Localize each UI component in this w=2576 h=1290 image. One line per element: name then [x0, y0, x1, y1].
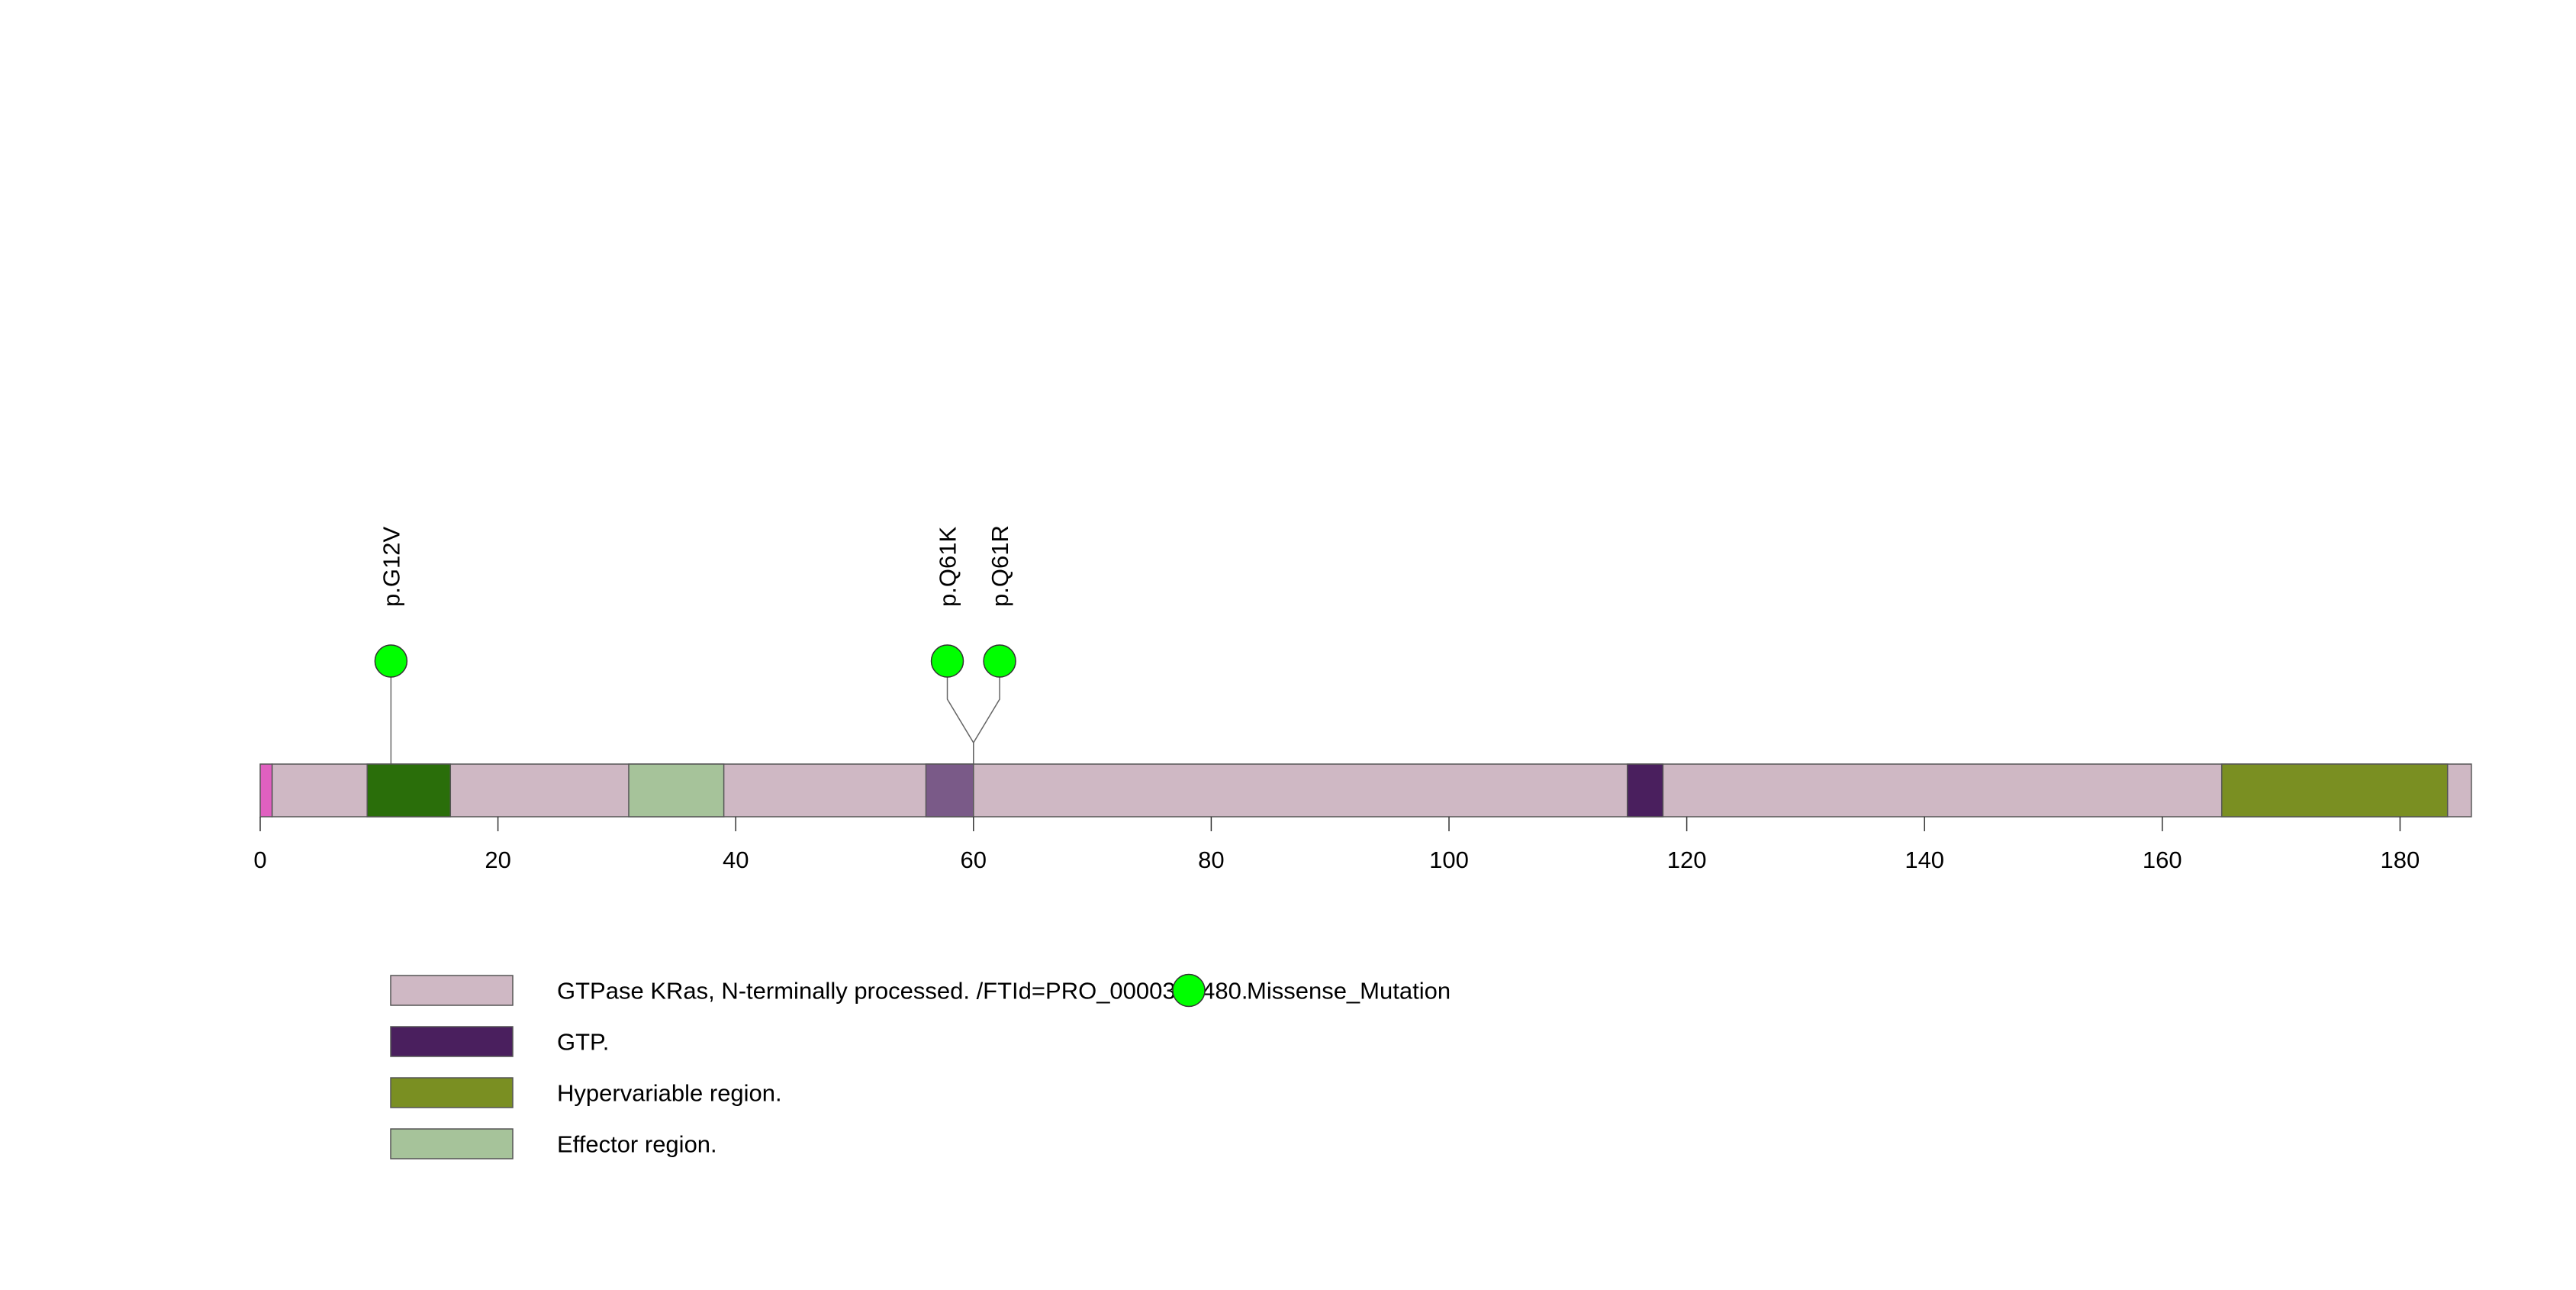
- axis-tick-label-6: 120: [1667, 847, 1707, 873]
- domain-1: [259, 763, 273, 818]
- mutation-label-2: p.Q61R: [987, 525, 1013, 607]
- domain-3: [628, 763, 725, 818]
- protein-domains: [259, 763, 2472, 818]
- mutation-label-0: p.G12V: [378, 527, 404, 607]
- legend-mutation-label-0: Missense_Mutation: [1247, 978, 1451, 1005]
- mutation-marker-0[interactable]: [374, 644, 408, 678]
- domain-2: [366, 763, 452, 818]
- domain-5: [1626, 763, 1664, 818]
- axis-tick-label-9: 180: [2381, 847, 2420, 873]
- legend-label-3: Effector region.: [557, 1131, 717, 1158]
- legend: GTPase KRas, N-terminally processed. /FT…: [390, 973, 1451, 1159]
- legend-swatch-0: [390, 975, 514, 1006]
- axis-tick-label-4: 80: [1198, 847, 1224, 873]
- axis-tick-label-5: 100: [1429, 847, 1469, 873]
- legend-swatch-2: [390, 1077, 514, 1108]
- axis-tick-label-3: 60: [961, 847, 987, 873]
- domain-0: [271, 763, 2472, 818]
- legend-mutation-marker-0: [1172, 973, 1206, 1008]
- legend-label-1: GTP.: [557, 1029, 609, 1056]
- legend-label-2: Hypervariable region.: [557, 1080, 782, 1107]
- domain-6: [2220, 763, 2449, 818]
- legend-label-0: GTPase KRas, N-terminally processed. /FT…: [557, 978, 1248, 1005]
- mutation-label-1: p.Q61K: [935, 527, 961, 607]
- axis-tick-label-2: 40: [723, 847, 749, 873]
- mutation-markers: p.G12V p.Q61K p.Q61R: [374, 525, 1016, 678]
- axis-tick-label-0: 0: [253, 847, 266, 873]
- mutation-marker-2[interactable]: [983, 644, 1016, 678]
- mutation-stem-2: [973, 661, 1000, 764]
- mutation-marker-1[interactable]: [930, 644, 964, 678]
- position-axis: 0 20 40 60 80 100 120 140 160 180: [253, 817, 2420, 873]
- legend-swatch-1: [390, 1026, 514, 1057]
- legend-swatch-3: [390, 1128, 514, 1159]
- axis-tick-label-8: 160: [2143, 847, 2182, 873]
- domain-4: [925, 763, 974, 818]
- axis-tick-label-1: 20: [485, 847, 510, 873]
- axis-tick-label-7: 140: [1905, 847, 1944, 873]
